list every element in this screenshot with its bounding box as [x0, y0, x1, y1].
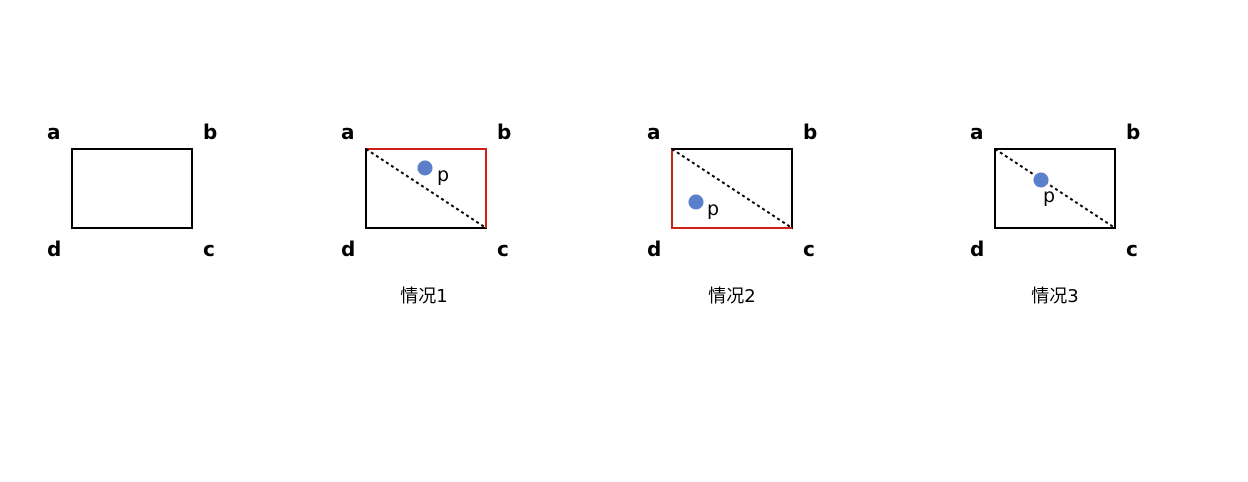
rectangle: [71, 148, 193, 229]
corner-label-c: c: [497, 237, 509, 261]
corner-label-d: d: [341, 237, 355, 261]
corner-label-a: a: [47, 120, 61, 144]
corner-label-c: c: [1126, 237, 1138, 261]
corner-label-a: a: [647, 120, 661, 144]
highlight-edges-top-right: [366, 148, 487, 228]
panel-4: a b d c p 情况3: [970, 120, 1140, 307]
point-p-marker: [417, 160, 433, 176]
caption-case-3: 情况3: [1031, 286, 1078, 307]
corner-label-b: b: [203, 120, 217, 144]
point-p-marker: [1033, 172, 1049, 188]
corner-label-c: c: [803, 237, 815, 261]
highlight-edges-bottom-left: [671, 149, 792, 229]
point-p-label: p: [437, 164, 449, 186]
point-p-label: p: [1043, 185, 1055, 207]
point-p-marker: [688, 194, 704, 210]
panel-2: a b d c p 情况1: [341, 120, 511, 307]
corner-label-b: b: [1126, 120, 1140, 144]
panel-1: a b d c: [47, 120, 217, 261]
corner-label-b: b: [497, 120, 511, 144]
corner-label-d: d: [647, 237, 661, 261]
corner-label-d: d: [970, 237, 984, 261]
corner-label-a: a: [341, 120, 355, 144]
point-p-label: p: [707, 198, 719, 220]
corner-label-a: a: [970, 120, 984, 144]
corner-label-d: d: [47, 237, 61, 261]
panel-3: a b d c p 情况2: [647, 120, 817, 307]
caption-case-2: 情况2: [708, 286, 755, 307]
corner-label-b: b: [803, 120, 817, 144]
caption-case-1: 情况1: [400, 286, 447, 307]
rectangle: [994, 148, 1116, 229]
diagonal-ac: [671, 148, 793, 229]
corner-label-c: c: [203, 237, 215, 261]
